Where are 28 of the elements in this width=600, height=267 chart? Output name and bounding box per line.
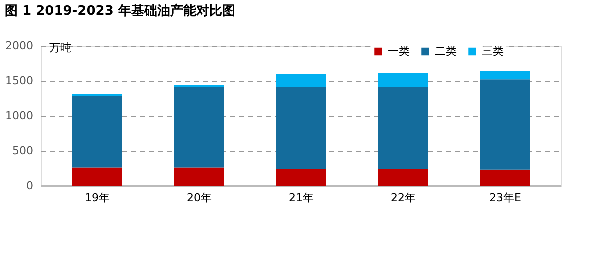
- bar: [480, 80, 530, 170]
- y-tick-label: 1000: [6, 110, 34, 122]
- x-tick-label: 23年E: [490, 192, 522, 204]
- y-tick-label: 1500: [6, 74, 34, 88]
- x-tick-label: 20年: [187, 192, 212, 204]
- x-tick-label: 19年: [85, 192, 110, 204]
- bar: [378, 87, 428, 170]
- legend-label: 一类: [388, 44, 410, 58]
- chart-title: 图 1 2019-2023 年基础油产能对比图: [5, 3, 236, 19]
- legend-label: 三类: [482, 44, 504, 58]
- y-tick-label: 0: [26, 180, 34, 192]
- bar: [378, 169, 428, 186]
- bar: [480, 71, 530, 80]
- bar: [72, 96, 122, 168]
- y-axis-title: 万吨: [50, 42, 72, 54]
- bar: [174, 87, 224, 168]
- bar: [276, 169, 326, 186]
- x-tick-label: 22年: [391, 192, 416, 204]
- bar: [174, 168, 224, 186]
- y-tick-label: 2000: [6, 40, 34, 52]
- x-tick-label: 21年: [289, 192, 314, 204]
- bar: [378, 73, 428, 88]
- y-tick-label: 500: [12, 144, 34, 158]
- bar: [72, 168, 122, 186]
- legend-label: 二类: [435, 44, 457, 58]
- bar: [480, 170, 530, 186]
- bar: [276, 74, 326, 88]
- bar: [276, 87, 326, 170]
